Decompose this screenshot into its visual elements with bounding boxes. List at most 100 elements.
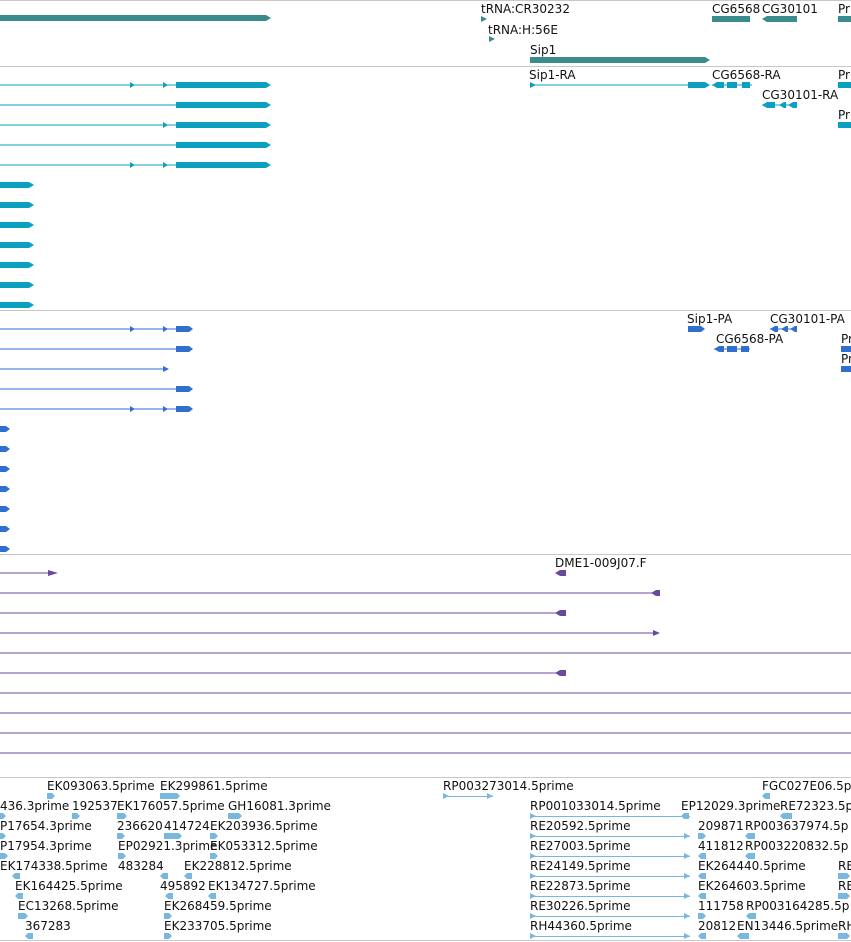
protein-label-clipped-1[interactable]: Pr	[841, 332, 851, 346]
est-read-label[interactable]: EK299861.5prime	[160, 779, 268, 793]
protein-label-clipped-2[interactable]: Pr	[841, 352, 851, 366]
est-read-feature[interactable]	[838, 933, 850, 939]
est-read-feature[interactable]	[47, 793, 55, 799]
est-read-feature[interactable]	[681, 813, 689, 819]
est-read-label[interactable]: RP003164285.5p	[746, 899, 849, 913]
protein-row[interactable]	[0, 326, 193, 332]
est-read-label[interactable]: 111758	[698, 899, 744, 913]
est-read-label[interactable]: EK053312.5prime	[210, 839, 318, 853]
transcript-cg6568-ra[interactable]	[712, 82, 752, 88]
est-read-label[interactable]: EK233705.5prime	[164, 919, 272, 933]
est-read-feature[interactable]	[164, 833, 182, 839]
est-read-label[interactable]: EC13268.5prime	[18, 899, 119, 913]
transcript-row[interactable]	[0, 162, 271, 168]
est-read-label[interactable]: EP02921.3prime	[118, 839, 217, 853]
est-read-label[interactable]: EK268459.5prime	[164, 899, 272, 913]
gene-label-clipped[interactable]: Pr	[838, 2, 850, 16]
protein-row[interactable]	[0, 446, 10, 452]
est-read-label[interactable]: RP003220832.5p	[745, 839, 848, 853]
est-read-feature[interactable]	[698, 853, 706, 859]
est-read-label[interactable]: EK093063.5prime	[47, 779, 155, 793]
est-read-feature[interactable]	[118, 853, 126, 859]
est-read-feature[interactable]	[0, 813, 6, 819]
protein-row[interactable]	[0, 546, 10, 552]
est-alignment-row[interactable]	[0, 590, 660, 596]
protein-label-cg6568-pa[interactable]: CG6568-PA	[716, 332, 784, 346]
gene-label-cg30101[interactable]: CG30101	[762, 2, 818, 16]
est-read-label[interactable]: RE30226.5prime	[530, 899, 631, 913]
est-read-feature[interactable]	[210, 853, 218, 859]
transcript-row[interactable]	[0, 102, 271, 108]
est-read-label[interactable]: EK264440.5prime	[698, 859, 806, 873]
est-read-label[interactable]: P17654.3prime	[0, 819, 92, 833]
protein-row[interactable]	[0, 366, 169, 372]
transcript-row[interactable]	[0, 202, 34, 208]
est-read-label[interactable]: 367283	[25, 919, 71, 933]
est-read-label[interactable]: RP003637974.5p	[745, 819, 848, 833]
protein-label-sip1-pa[interactable]: Sip1-PA	[687, 312, 733, 326]
est-read-label[interactable]: EK174338.5prime	[0, 859, 108, 873]
est-read-feature[interactable]	[210, 833, 218, 839]
est-read-label[interactable]: RE20592.5prime	[530, 819, 631, 833]
gene-feature-cg30101[interactable]	[762, 16, 797, 22]
est-read-label[interactable]: 483284	[118, 859, 164, 873]
est-read-feature[interactable]	[184, 873, 192, 879]
transcript-clipped-2[interactable]	[838, 122, 851, 128]
est-read-label[interactable]: RH44360.5prime	[530, 919, 632, 933]
est-read-label[interactable]: RE	[838, 859, 851, 873]
transcript-label-clipped-1[interactable]: Pr	[838, 68, 850, 82]
transcript-label-clipped-2[interactable]: Pr	[838, 108, 850, 122]
transcript-row[interactable]	[0, 222, 34, 228]
gene-feature-cg6568[interactable]	[712, 16, 750, 22]
gene-feature[interactable]	[0, 15, 271, 21]
est-alignment-row[interactable]	[0, 670, 566, 676]
gene-label-cg6568[interactable]: CG6568	[712, 2, 760, 16]
protein-row[interactable]	[0, 526, 10, 532]
est-read-feature[interactable]	[25, 933, 33, 939]
est-read-label[interactable]: EP12029.3prime	[681, 799, 780, 813]
est-read-feature[interactable]	[746, 913, 756, 919]
est-read-label[interactable]: 495892	[160, 879, 206, 893]
est-read-feature[interactable]	[780, 813, 792, 819]
est-read-feature[interactable]	[0, 853, 8, 859]
transcript-label-cg6568-ra[interactable]: CG6568-RA	[712, 68, 781, 82]
est-read-feature[interactable]	[530, 913, 690, 919]
est-read-feature[interactable]	[530, 933, 690, 939]
protein-row[interactable]	[0, 406, 193, 412]
est-read-feature[interactable]	[117, 833, 125, 839]
est-read-feature[interactable]	[698, 913, 706, 919]
transcript-row[interactable]	[0, 282, 34, 288]
protein-row[interactable]	[0, 486, 10, 492]
est-alignment-row[interactable]	[0, 610, 566, 616]
est-read-label[interactable]: GH16081.3prime	[228, 799, 331, 813]
est-alignment-label-dme1[interactable]: DME1-009J07.F	[555, 556, 647, 570]
protein-row[interactable]	[0, 426, 10, 432]
gene-feature-clipped[interactable]	[838, 16, 851, 22]
transcript-row[interactable]	[0, 182, 34, 188]
est-read-feature[interactable]	[698, 873, 706, 879]
est-read-feature[interactable]	[160, 793, 180, 799]
est-read-label[interactable]: RE27003.5prime	[530, 839, 631, 853]
gene-label-trna-h56e[interactable]: tRNA:H:56E	[488, 23, 558, 37]
est-read-label[interactable]: FGC027E06.5p	[762, 779, 851, 793]
transcript-sip1-ra[interactable]	[530, 82, 710, 88]
transcript-row[interactable]	[0, 82, 271, 88]
est-read-feature[interactable]	[165, 893, 173, 899]
est-read-feature[interactable]	[745, 833, 755, 839]
est-read-label[interactable]: 236620	[117, 819, 163, 833]
est-read-feature[interactable]	[12, 873, 20, 879]
est-read-feature[interactable]	[698, 893, 706, 899]
est-read-feature[interactable]	[762, 793, 770, 799]
transcript-clipped-1[interactable]	[838, 82, 851, 88]
gene-feature-sip1[interactable]	[530, 57, 710, 63]
est-read-feature[interactable]	[160, 873, 168, 879]
est-read-label[interactable]: EK134727.5prime	[208, 879, 316, 893]
transcript-row[interactable]	[0, 142, 271, 148]
transcript-row[interactable]	[0, 122, 271, 128]
est-alignment-row[interactable]	[0, 630, 660, 636]
est-read-feature[interactable]	[443, 793, 493, 799]
est-read-label[interactable]: RE22873.5prime	[530, 879, 631, 893]
trna-gene-feature[interactable]	[481, 16, 487, 22]
est-read-feature[interactable]	[698, 833, 706, 839]
protein-cg30101-pa[interactable]	[770, 326, 797, 332]
